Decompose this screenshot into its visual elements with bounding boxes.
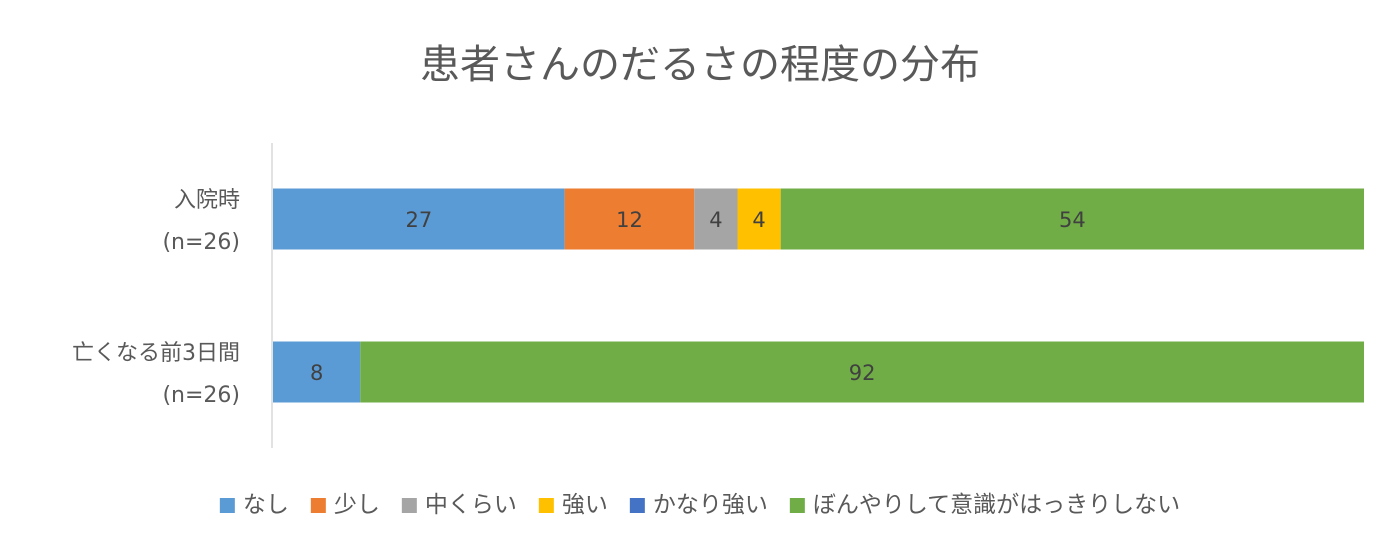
legend-swatch-4 [629, 498, 645, 513]
legend-label-4: かなり強い [653, 492, 768, 518]
data-label-0-0: 27 [405, 208, 432, 232]
legend-label-0: なし [243, 492, 289, 518]
bar-segment-0-5 [780, 188, 1364, 250]
data-label-1-5: 92 [849, 361, 876, 385]
bar-segment-0-2 [694, 188, 738, 250]
bars: 27 12 4 4 54 8 92 [273, 188, 1364, 403]
legend-label-2: 中くらい [425, 492, 517, 518]
category-labels: 入院時 (n=26) 亡くなる前3日間 (n=26) [72, 188, 240, 408]
category-label-1-1: (n=26) [162, 383, 240, 408]
legend-label-1: 少し [334, 492, 380, 518]
legend-swatch-2 [401, 498, 417, 513]
bar-segment-1-5 [360, 341, 1364, 403]
legend: なし 少し 中くらい 強い かなり強い ぼんやりして意識がはっきりしない [219, 492, 1180, 518]
bar-segment-0-0 [273, 188, 565, 250]
legend-swatch-3 [538, 498, 554, 513]
legend-swatch-1 [310, 498, 326, 513]
data-label-0-3: 4 [752, 208, 765, 232]
data-label-0-2: 4 [709, 208, 722, 232]
chart-title: 患者さんのだるさの程度の分布 [420, 42, 980, 88]
category-label-1-0: 亡くなる前3日間 [72, 341, 240, 366]
category-label-0-1: (n=26) [162, 230, 240, 255]
data-label-1-0: 8 [310, 361, 323, 385]
bar-segment-1-0 [273, 341, 361, 403]
data-label-0-5: 54 [1059, 208, 1086, 232]
legend-swatch-5 [789, 498, 805, 513]
legend-swatch-0 [219, 498, 235, 513]
legend-label-5: ぼんやりして意識がはっきりしない [813, 492, 1180, 518]
bar-segment-0-1 [564, 188, 695, 250]
legend-label-3: 強い [562, 492, 608, 518]
category-label-0-0: 入院時 [174, 188, 240, 213]
bar-segment-0-3 [737, 188, 781, 250]
data-label-0-1: 12 [616, 208, 643, 232]
